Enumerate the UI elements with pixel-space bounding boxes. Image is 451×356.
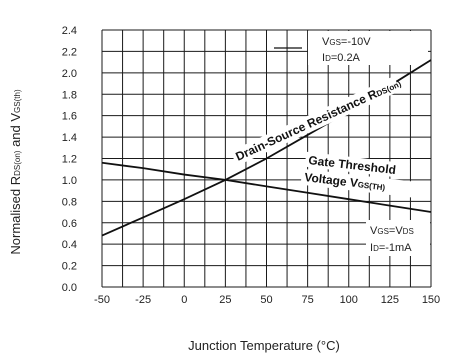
y-tick-labels: 0.0 0.2 0.4 0.6 0.8 1.0 1.2 1.4 1.6 1.8 2.0 2.2 2.4 <box>62 25 77 294</box>
y-tick-label: 0.8 <box>62 196 77 208</box>
y-tick-label: 0.0 <box>62 282 77 294</box>
y-tick-label: 0.2 <box>62 261 77 273</box>
y-tick-label: 1.6 <box>62 111 77 123</box>
vgs-th-line <box>101 161 432 213</box>
x-tick-label: 25 <box>219 294 231 306</box>
x-tick-label: 0 <box>181 294 187 306</box>
x-tick-label: 75 <box>302 294 314 306</box>
rds-id-condition: ID=0.2A <box>322 52 361 64</box>
y-tick-label: 2.0 <box>62 68 77 80</box>
y-axis-title: Normalised RDS(on) and VGS(th) <box>8 89 23 255</box>
vgs-condition-box <box>366 220 430 256</box>
rds-curve-label: Drain-Source Resistance RDS(on) <box>230 76 403 166</box>
y-tick-label: 1.4 <box>62 132 77 144</box>
x-tick-label: 50 <box>260 294 272 306</box>
vgs-id-condition: ID=-1mA <box>370 242 412 254</box>
x-tick-labels: -50 -25 0 25 50 75 100 125 150 <box>94 294 440 306</box>
y-tick-label: 0.6 <box>62 218 77 230</box>
x-tick-label: -25 <box>135 294 151 306</box>
svg-text:Drain-Source Resistance RDS(on: Drain-Source Resistance RDS(on) <box>233 76 403 164</box>
y-tick-label: 1.2 <box>62 154 77 166</box>
rds-vgs-condition: VGS=-10V <box>322 36 371 48</box>
rds-condition-box <box>308 31 428 65</box>
vgs-vgs-condition: VGS=VDS <box>370 225 414 237</box>
y-tick-label: 0.4 <box>62 239 77 251</box>
svg-text:Voltage VGS(TH): Voltage VGS(TH) <box>304 170 387 193</box>
y-tick-label: 2.4 <box>62 25 77 37</box>
y-tick-label: 1.0 <box>62 175 77 187</box>
x-tick-label: -50 <box>94 294 110 306</box>
x-axis-title: Junction Temperature (°C) <box>188 338 340 353</box>
x-tick-label: 100 <box>340 294 358 306</box>
x-tick-label: 125 <box>381 294 399 306</box>
y-tick-label: 2.2 <box>62 46 77 58</box>
x-tick-label: 150 <box>422 294 440 306</box>
y-tick-label: 1.8 <box>62 89 77 101</box>
vgs-curve-label-line2: Voltage VGS(TH) <box>300 168 414 198</box>
